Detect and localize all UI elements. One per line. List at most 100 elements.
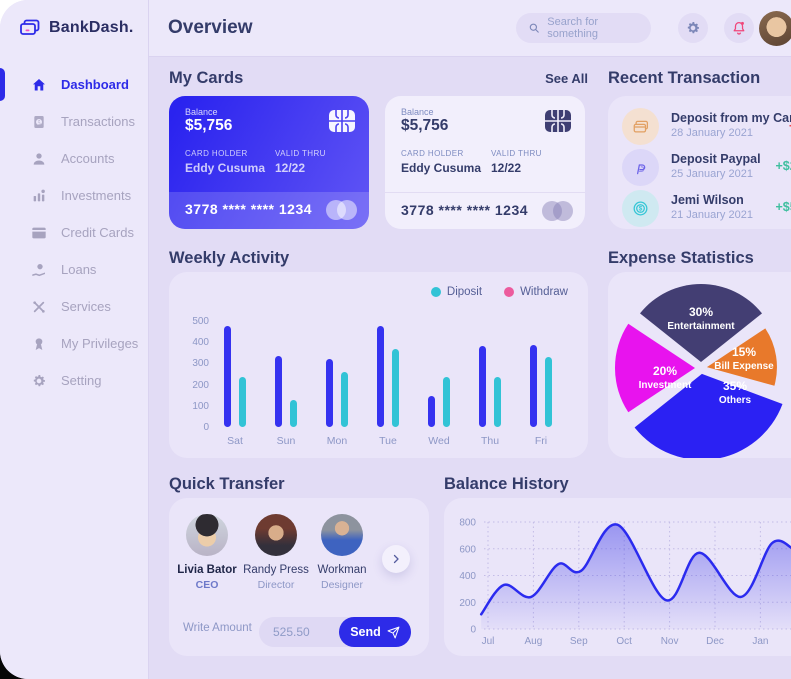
user-avatar[interactable] <box>759 11 791 46</box>
svg-text:Aug: Aug <box>525 636 543 647</box>
sidebar-item-label: Credit Cards <box>61 225 134 240</box>
sidebar-item-services[interactable]: Services <box>0 288 148 325</box>
notifications-button[interactable] <box>724 13 754 43</box>
paypal-icon <box>622 149 659 186</box>
next-contacts-button[interactable] <box>382 545 410 573</box>
sidebar-item-setting[interactable]: Setting <box>0 362 148 399</box>
svg-text:Jul: Jul <box>482 636 495 647</box>
home-icon <box>33 78 45 90</box>
quick-transfer-title: Quick Transfer <box>169 475 285 493</box>
legend-item: Withdraw <box>504 286 568 298</box>
top-header: Overview Search for something <box>149 0 791 57</box>
expense-statistics-title: Expense Statistics <box>608 249 754 267</box>
sidebar-item-label: Setting <box>61 373 102 388</box>
sidebar-item-transactions[interactable]: Transactions <box>0 103 148 140</box>
sidebar-item-investments[interactable]: Investments <box>0 177 148 214</box>
main-content: My Cards See All Balance $5,756 CARD HOL… <box>149 57 791 679</box>
svg-text:Jan: Jan <box>752 636 768 647</box>
my-cards-title: My Cards <box>169 69 244 87</box>
card-chip-icon <box>329 110 355 132</box>
notification-bell-icon <box>733 21 745 35</box>
sidebar-item-accounts[interactable]: Accounts <box>0 140 148 177</box>
bankdash-logo-icon <box>20 19 40 35</box>
balance-value: $5,756 <box>185 117 233 134</box>
sidebar-item-label: Accounts <box>61 151 115 166</box>
user-icon <box>33 152 45 165</box>
contact-role: CEO <box>195 579 219 591</box>
contact-avatar <box>255 514 297 556</box>
see-all-link[interactable]: See All <box>545 71 588 86</box>
expense-statistics-header: Expense Statistics <box>608 249 791 268</box>
amount-value: 525.50 <box>273 625 310 639</box>
contact-workman[interactable]: Workman Designer <box>308 514 376 591</box>
balance-label: Balance <box>185 107 218 117</box>
transaction-amount: -$850 <box>789 118 791 132</box>
valid-thru-group: VALID THRU 12/22 <box>491 149 542 175</box>
svg-text:400: 400 <box>459 571 476 582</box>
search-icon <box>529 23 539 33</box>
svg-text:Sep: Sep <box>570 636 588 647</box>
services-icon <box>33 300 45 313</box>
balance-value: $5,756 <box>401 117 449 134</box>
settings-button[interactable] <box>678 13 708 43</box>
pie-slice <box>614 323 695 413</box>
mastercard-icon <box>542 201 573 221</box>
sidebar-item-credit-cards[interactable]: Credit Cards <box>0 214 148 251</box>
transaction-date: 25 January 2021 <box>671 168 753 180</box>
sidebar-item-label: Services <box>61 299 111 314</box>
transaction-title: Deposit from my Card <box>671 111 791 125</box>
weekly-activity-panel: Diposit Withdraw 500 400 300 200 100 0 Sat Sun M… <box>169 272 588 458</box>
card-number: 3778 **** **** 1234 <box>401 202 529 218</box>
mastercard-icon <box>326 200 357 220</box>
svg-text:Nov: Nov <box>661 636 679 647</box>
transaction-title: Deposit Paypal <box>671 152 761 166</box>
weekly-activity-title: Weekly Activity <box>169 249 290 267</box>
send-button[interactable]: Send <box>339 617 411 647</box>
transaction-row[interactable]: Deposit Paypal 25 January 2021 +$2,500 <box>622 149 791 186</box>
svg-text:Oct: Oct <box>616 636 632 647</box>
search-input[interactable]: Search for something <box>516 13 651 43</box>
privileges-icon <box>35 337 43 350</box>
pie-chart: 30% Entertainment 15% Bill Expense 35% Others… <box>614 284 783 460</box>
contact-avatar <box>186 514 228 556</box>
transaction-amount: +$2,500 <box>775 159 791 173</box>
credit-card-secondary[interactable]: Balance $5,756 CARD HOLDER Eddy Cusuma VA… <box>385 96 585 229</box>
valid-thru-value: 12/22 <box>491 161 522 175</box>
card-number-strip: 3778 **** **** 1234 <box>385 192 585 229</box>
brand-logo: BankDash. <box>18 16 134 40</box>
contact-livia[interactable]: Livia Bator CEO <box>173 514 241 591</box>
sidebar-nav: Dashboard Transactions Accounts Investme… <box>0 66 148 399</box>
transaction-row[interactable]: $ Jemi Wilson 21 January 2021 +$5,400 <box>622 190 791 227</box>
investment-icon <box>33 189 45 201</box>
chart-legend: Diposit Withdraw <box>430 286 568 298</box>
contact-avatar <box>321 514 363 556</box>
svg-text:30%Entertainment: 30% Entertainment <box>667 305 735 332</box>
transaction-title: Jemi Wilson <box>671 193 744 207</box>
recent-transaction-header: Recent Transaction <box>608 69 791 88</box>
pie-slice <box>634 373 783 460</box>
contact-name: Randy Press <box>243 564 309 576</box>
credit-card-primary[interactable]: Balance $5,756 CARD HOLDER Eddy Cusuma VA… <box>169 96 369 229</box>
page-title: Overview <box>168 17 253 38</box>
gear-icon <box>33 374 45 386</box>
balance-history-header: Balance History <box>444 475 791 494</box>
send-label: Send <box>350 625 381 639</box>
recent-transaction-title: Recent Transaction <box>608 69 761 87</box>
sidebar-item-my-privileges[interactable]: My Privileges <box>0 325 148 362</box>
bar-chart <box>221 322 555 427</box>
sidebar-item-label: Investments <box>61 188 132 203</box>
loan-icon <box>32 263 45 276</box>
sidebar-item-dashboard[interactable]: Dashboard <box>0 66 148 103</box>
balance-history-panel: 0 200 400 600 800 Jul Aug Sep Oct Nov Dec Jan <box>444 498 791 656</box>
transaction-date: 21 January 2021 <box>671 209 753 221</box>
contact-randy[interactable]: Randy Press Director <box>242 514 310 591</box>
sidebar-item-label: Dashboard <box>61 77 129 92</box>
sidebar-item-loans[interactable]: Loans <box>0 251 148 288</box>
quick-transfer-header: Quick Transfer <box>169 475 429 494</box>
expense-statistics-panel: 30% Entertainment 15% Bill Expense 35% Others… <box>608 272 791 460</box>
y-axis-labels: 500 400 300 200 100 0 <box>192 316 209 433</box>
svg-text:20%Investment: 20% Investment <box>639 364 692 391</box>
contact-name: Livia Bator <box>177 564 237 576</box>
transaction-row[interactable]: Deposit from my Card 28 January 2021 -$8… <box>622 108 791 145</box>
